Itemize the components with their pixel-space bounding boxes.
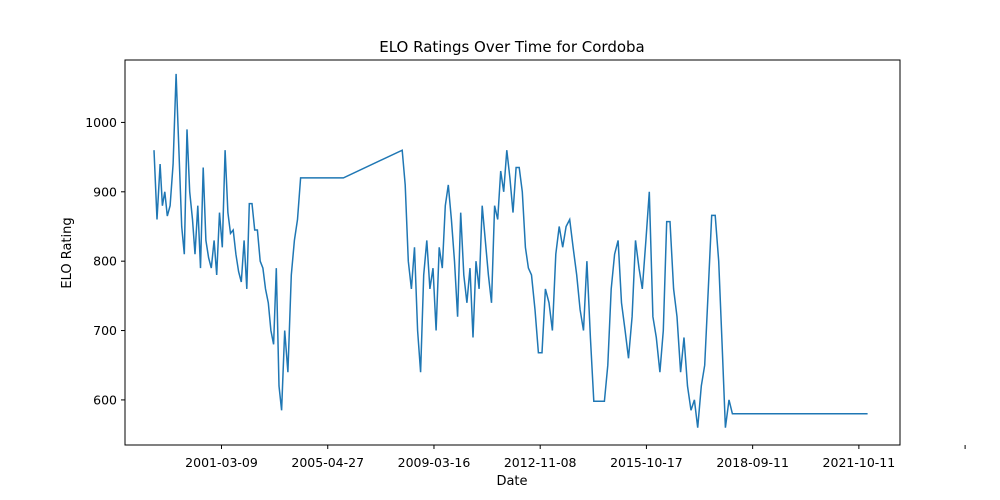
plot-area bbox=[124, 59, 901, 446]
y-tick-label: 600 bbox=[93, 392, 117, 407]
x-tick-label: 2001-03-09 bbox=[185, 455, 258, 470]
x-axis-ticks: 2001-03-09 2005-04-27 2009-03-16 2012-11-08… bbox=[185, 445, 966, 470]
y-tick-label: 900 bbox=[93, 184, 117, 199]
y-axis-title: ELO Rating bbox=[60, 217, 75, 288]
y-tick-label: 700 bbox=[93, 323, 117, 338]
series-line-cordoba bbox=[153, 73, 868, 428]
x-tick-label: 2015-10-17 bbox=[610, 455, 683, 470]
x-tick-label: 2018-09-11 bbox=[716, 455, 789, 470]
x-tick-label: 2021-10-11 bbox=[823, 455, 896, 470]
x-tick-label: 2009-03-16 bbox=[398, 455, 471, 470]
x-axis-title: Date bbox=[496, 474, 527, 489]
plot-frame bbox=[124, 59, 901, 446]
y-tick-label: 800 bbox=[93, 254, 117, 269]
chart-title: ELO Ratings Over Time for Cordoba bbox=[379, 38, 645, 56]
x-tick-label: 2005-04-27 bbox=[291, 455, 364, 470]
y-tick-label: 1000 bbox=[85, 115, 117, 130]
y-axis-ticks: 600 700 800 900 1000 bbox=[85, 115, 125, 407]
x-tick-label: 2012-11-08 bbox=[504, 455, 577, 470]
